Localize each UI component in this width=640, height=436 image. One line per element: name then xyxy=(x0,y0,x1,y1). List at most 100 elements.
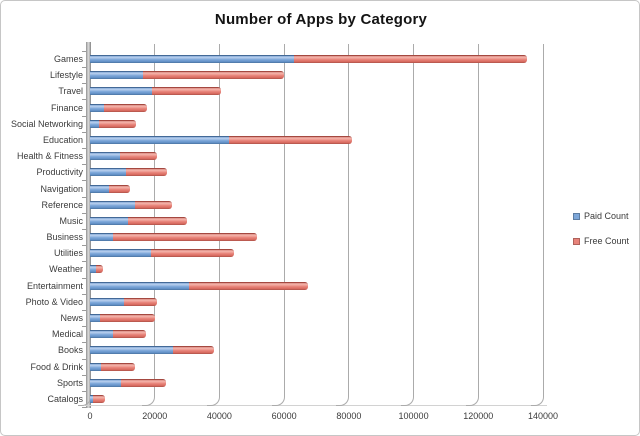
axis-tick xyxy=(82,99,86,101)
bar-segment-free[interactable] xyxy=(229,135,353,144)
axis-tick xyxy=(82,131,86,133)
y-axis-label: News xyxy=(60,313,83,324)
bar-segment-free[interactable] xyxy=(109,184,131,193)
axis-tick xyxy=(82,342,86,344)
axis-tick xyxy=(82,228,86,230)
axis-tick xyxy=(82,358,86,360)
legend-item[interactable]: Paid Count xyxy=(573,210,629,222)
x-axis-label: 80000 xyxy=(336,411,362,421)
y-axis-label: Catalogs xyxy=(47,393,83,404)
bar-segment-free[interactable] xyxy=(98,119,136,128)
bar-segment-paid[interactable] xyxy=(90,394,93,403)
bar-segment-free[interactable] xyxy=(151,249,234,258)
axis-tick xyxy=(82,212,86,214)
bar-segment-paid[interactable] xyxy=(90,103,104,112)
bar-segment-free[interactable] xyxy=(96,265,103,274)
axis-tick xyxy=(82,277,86,279)
axis-tick xyxy=(82,245,86,247)
y-axis-label: Utilities xyxy=(53,248,83,259)
bar-segment-paid[interactable] xyxy=(90,346,174,355)
bar-segment-paid[interactable] xyxy=(90,330,113,339)
axis-tick xyxy=(82,83,86,85)
bar-segment-free[interactable] xyxy=(120,152,157,161)
bar-segment-free[interactable] xyxy=(112,233,257,242)
bar-segment-free[interactable] xyxy=(103,103,147,112)
chart-title: Number of Apps by Category xyxy=(214,11,428,28)
bar-segment-free[interactable] xyxy=(92,394,105,403)
bar-segment-paid[interactable] xyxy=(90,168,127,177)
y-axis-label: Photo & Video xyxy=(25,296,83,307)
bar-segment-paid[interactable] xyxy=(90,184,110,193)
axis-tick xyxy=(82,407,86,409)
bar-segment-free[interactable] xyxy=(126,168,167,177)
bar-segment-paid[interactable] xyxy=(90,233,113,242)
bar-segment-paid[interactable] xyxy=(90,152,121,161)
bar-segment-free[interactable] xyxy=(112,330,146,339)
axis-tick xyxy=(82,196,86,198)
bar-segment-paid[interactable] xyxy=(90,281,189,290)
bar-segment-paid[interactable] xyxy=(90,216,128,225)
gridline xyxy=(542,44,544,397)
y-axis-label: Travel xyxy=(58,86,83,97)
bar-segment-free[interactable] xyxy=(101,362,135,371)
bar-segment-free[interactable] xyxy=(293,55,527,63)
bar-segment-free[interactable] xyxy=(121,378,167,387)
y-axis-wall xyxy=(86,42,91,408)
legend-label: Free Count xyxy=(584,236,630,246)
legend-swatch-icon xyxy=(573,237,580,245)
bar-segment-paid[interactable] xyxy=(90,71,143,80)
y-axis-label: Books xyxy=(57,345,83,356)
y-axis-label: Education xyxy=(42,134,83,145)
x-axis-label: 120000 xyxy=(463,411,494,421)
x-axis-label: 60000 xyxy=(271,411,297,421)
bar-segment-paid[interactable] xyxy=(90,362,102,371)
bar-segment-paid[interactable] xyxy=(90,200,135,209)
bar-segment-free[interactable] xyxy=(173,346,215,355)
gridline-base-curve xyxy=(401,397,415,406)
gridline xyxy=(218,44,220,397)
bar-segment-free[interactable] xyxy=(134,200,172,209)
y-axis-label: Productivity xyxy=(36,167,83,178)
bar-segment-paid[interactable] xyxy=(90,135,230,144)
x-axis-label: 140000 xyxy=(527,411,559,421)
y-axis-label: Business xyxy=(46,232,83,243)
bar-segment-paid[interactable] xyxy=(90,119,99,128)
bar-segment-free[interactable] xyxy=(188,281,309,290)
bar-segment-paid[interactable] xyxy=(90,297,124,306)
bar-segment-free[interactable] xyxy=(142,71,285,80)
legend-swatch-icon xyxy=(573,212,580,220)
bar-segment-paid[interactable] xyxy=(90,314,101,323)
y-axis-label: Reference xyxy=(41,199,83,210)
bar-segment-free[interactable] xyxy=(100,314,156,323)
bar-segment-paid[interactable] xyxy=(90,378,122,387)
gridline xyxy=(477,44,479,397)
axis-tick xyxy=(82,164,86,166)
x-axis-label: 100000 xyxy=(398,411,429,421)
bar-segment-paid[interactable] xyxy=(90,265,97,274)
gridline xyxy=(348,44,350,397)
axis-tick xyxy=(82,309,86,311)
axis-tick xyxy=(82,374,86,376)
y-axis-label: Weather xyxy=(49,264,83,275)
x-axis-line xyxy=(85,405,547,406)
bar-segment-paid[interactable] xyxy=(90,55,294,63)
bar-segment-free[interactable] xyxy=(152,87,222,96)
gridline-base-curve xyxy=(530,397,544,406)
legend-item[interactable]: Free Count xyxy=(573,235,629,247)
bar-segment-free[interactable] xyxy=(127,216,188,225)
y-axis-label: Food & Drink xyxy=(30,361,83,372)
bar-segment-paid[interactable] xyxy=(90,249,152,258)
y-axis-labels: Games Lifestyle Travel Finance Social Networ… xyxy=(1,44,83,406)
y-axis-label: Sports xyxy=(56,377,83,388)
axis-tick xyxy=(82,261,86,263)
bar-segment-paid[interactable] xyxy=(90,87,153,96)
y-axis-label: Lifestyle xyxy=(49,70,83,81)
gridline-base-curve xyxy=(206,397,220,406)
x-axis-labels: 0 20000 40000 60000 80000 100000 120000 140000 xyxy=(87,411,558,425)
bar-segment-free[interactable] xyxy=(123,297,157,306)
axis-tick xyxy=(82,115,86,117)
axis-tick xyxy=(82,67,86,69)
y-axis-label: Entertainment xyxy=(26,280,83,291)
legend-label: Paid Count xyxy=(584,211,629,221)
